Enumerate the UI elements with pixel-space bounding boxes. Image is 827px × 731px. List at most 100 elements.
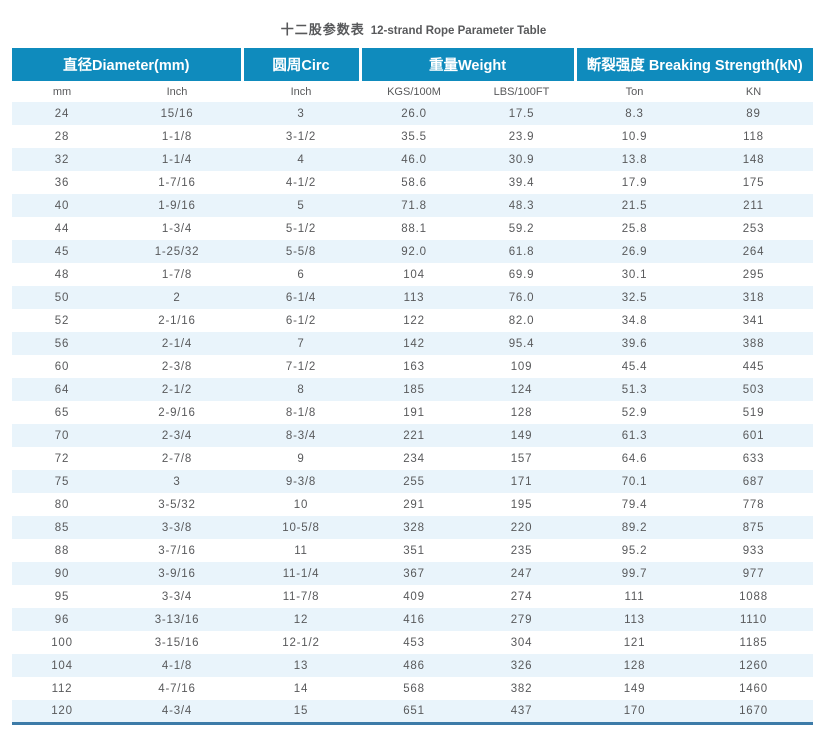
table-cell: 96: [54, 613, 70, 626]
table-cell: 11-1/4: [282, 567, 320, 580]
table-cell: 25.8: [621, 222, 648, 235]
table-cell: 13.8: [621, 153, 648, 166]
table-cell: 304: [510, 636, 533, 649]
table-cell: 12: [293, 613, 309, 626]
table-cell: 279: [510, 613, 533, 626]
table-cell: 1088: [739, 590, 768, 603]
table-row: 60 2-3/8 7-1/2 163 109 45.4 445: [12, 355, 814, 378]
table-cell: 326: [510, 659, 533, 672]
table-cell: 163: [403, 360, 425, 373]
page-title-chinese: 十二股参数表: [280, 22, 365, 37]
table-row: 104 4-1/8 13 486 326 128 1260: [12, 654, 814, 677]
table-cell: 28: [54, 130, 70, 143]
table-cell: 8: [297, 383, 305, 396]
table-cell: 341: [742, 314, 765, 327]
table-cell: 264: [742, 245, 765, 258]
table-cell: 111: [624, 590, 645, 603]
table-cell: 1-25/32: [154, 245, 200, 258]
table-cell: 3-3/4: [161, 590, 193, 603]
table-cell: 1185: [739, 636, 768, 649]
table-cell: 30.9: [508, 153, 535, 166]
table-cell: 234: [403, 452, 425, 465]
table-cell: 778: [742, 498, 765, 511]
table-cell: 8.3: [625, 107, 644, 120]
table-cell: 112: [51, 682, 73, 695]
table-cell: 11-7/8: [282, 590, 320, 603]
table-cell: 7: [297, 337, 305, 350]
table-cell: 72: [54, 452, 70, 465]
header-breaking-strength: 断裂强度 Breaking Strength(kN): [573, 48, 814, 81]
table-cell: 875: [742, 521, 765, 534]
table-cell: 70: [54, 429, 70, 442]
table-row: 72 2-7/8 9 234 157 64.6 633: [12, 447, 814, 470]
table-cell: 1-3/4: [161, 222, 193, 235]
table-cell: 124: [510, 383, 533, 396]
table-cell: 10: [293, 498, 309, 511]
table-row: 52 2-1/16 6-1/2 122 82.0 34.8 341: [12, 309, 814, 332]
unit-lbs-100ft: LBS/100FT: [468, 81, 575, 102]
table-cell: 65: [54, 406, 70, 419]
table-row: 90 3-9/16 11-1/4 367 247 99.7 977: [12, 562, 814, 585]
table-cell: 2-1/4: [161, 337, 193, 350]
table-cell: 95.2: [621, 544, 648, 557]
header-unit-row: mm Inch Inch KGS/100M LBS/100FT Ton KN: [12, 81, 814, 102]
table-cell: 211: [743, 199, 764, 212]
table-cell: 8-1/8: [285, 406, 317, 419]
table-cell: 519: [742, 406, 765, 419]
table-cell: 69.9: [508, 268, 535, 281]
table-cell: 17.5: [508, 107, 535, 120]
table-cell: 170: [623, 704, 646, 717]
table-row: 88 3-7/16 11 351 235 95.2 933: [12, 539, 814, 562]
table-cell: 56: [54, 337, 70, 350]
table-cell: 367: [403, 567, 425, 580]
table-cell: 89: [746, 107, 761, 120]
table-cell: 351: [403, 544, 425, 557]
table-cell: 1460: [739, 682, 768, 695]
table-cell: 32.5: [621, 291, 648, 304]
table-cell: 51.3: [621, 383, 648, 396]
unit-kn: KN: [694, 81, 814, 102]
table-cell: 503: [742, 383, 765, 396]
table-cell: 3-1/2: [285, 130, 317, 143]
table-cell: 4-3/4: [161, 704, 193, 717]
table-cell: 118: [743, 130, 764, 143]
table-cell: 15: [293, 704, 309, 717]
table-cell: 2-1/2: [161, 383, 193, 396]
table-cell: 568: [403, 682, 425, 695]
table-cell: 1-7/8: [161, 268, 193, 281]
table-cell: 50: [54, 291, 70, 304]
table-cell: 75: [54, 475, 70, 488]
table-cell: 9: [297, 452, 305, 465]
unit-inch-diameter: Inch: [112, 81, 242, 102]
table-cell: 437: [510, 704, 533, 717]
table-cell: 46.0: [401, 153, 427, 166]
table-row: 50 2 6-1/4 113 76.0 32.5 318: [12, 286, 814, 309]
table-cell: 1110: [739, 613, 768, 626]
table-row: 85 3-3/8 10-5/8 328 220 89.2 875: [12, 516, 814, 539]
table-cell: 149: [623, 682, 646, 695]
table-cell: 48.3: [508, 199, 535, 212]
table-cell: 253: [742, 222, 765, 235]
rope-parameter-table: 直径Diameter(mm) 圆周Circ 重量Weight 断裂强度 Brea…: [12, 48, 814, 725]
table-cell: 34.8: [621, 314, 648, 327]
table-cell: 90: [54, 567, 70, 580]
table-cell: 24: [54, 107, 70, 120]
table-cell: 328: [403, 521, 425, 534]
table-cell: 70.1: [621, 475, 648, 488]
table-body: 24 15/16 3 26.0 17.5 8.3 89 28 1-1/8 3-1/2 35.5 23.…: [12, 102, 814, 723]
table-cell: 64: [54, 383, 70, 396]
table-cell: 79.4: [621, 498, 648, 511]
table-cell: 445: [742, 360, 765, 373]
table-cell: 104: [403, 268, 425, 281]
table-cell: 61.3: [621, 429, 648, 442]
table-row: 80 3-5/32 10 291 195 79.4 778: [12, 493, 814, 516]
header-group-row: 直径Diameter(mm) 圆周Circ 重量Weight 断裂强度 Brea…: [12, 48, 814, 81]
table-cell: 6-1/2: [285, 314, 317, 327]
table-cell: 45.4: [621, 360, 648, 373]
header-diameter: 直径Diameter(mm): [12, 48, 242, 81]
table-cell: 235: [510, 544, 533, 557]
table-cell: 109: [510, 360, 533, 373]
table-cell: 933: [742, 544, 765, 557]
table-cell: 85: [54, 521, 70, 534]
table-cell: 388: [742, 337, 765, 350]
